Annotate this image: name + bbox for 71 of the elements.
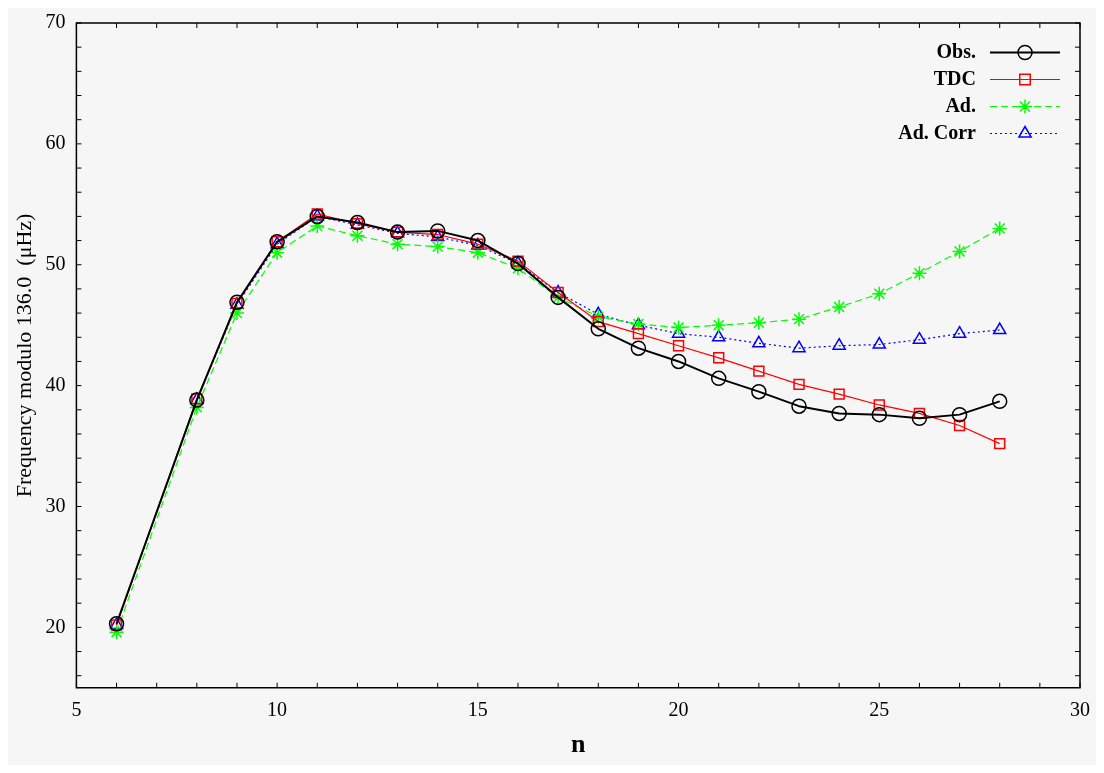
point <box>871 406 888 423</box>
x-tick-label: 15 <box>467 698 488 721</box>
point <box>752 335 766 348</box>
point <box>791 311 807 327</box>
point <box>831 299 847 315</box>
point <box>833 388 845 400</box>
point <box>389 236 406 252</box>
legend-label: Ad. Corr <box>898 120 977 143</box>
point <box>951 406 968 423</box>
point <box>269 244 285 261</box>
point <box>229 305 245 321</box>
point <box>871 286 888 302</box>
x-tick-label: 25 <box>869 698 890 721</box>
point <box>510 255 526 272</box>
point <box>911 265 928 281</box>
point <box>710 370 727 387</box>
point <box>832 337 846 350</box>
point <box>189 399 205 416</box>
point <box>792 340 806 353</box>
point <box>591 306 606 319</box>
x-tick-label: 5 <box>71 698 82 721</box>
legend-label: Obs. <box>936 39 976 62</box>
point <box>991 220 1008 237</box>
point <box>791 398 807 414</box>
y-tick-label: 20 <box>45 614 66 637</box>
point <box>952 325 967 338</box>
point <box>470 244 486 261</box>
point <box>590 308 607 325</box>
point <box>911 410 928 426</box>
legend-label: Ad. <box>945 93 976 116</box>
point <box>309 218 326 234</box>
point <box>793 378 805 391</box>
y-axis-title: Frequency modulo 136.0 (μHz) <box>10 213 36 498</box>
point <box>672 340 685 352</box>
point <box>751 315 767 331</box>
y-tick-label: 50 <box>45 252 66 274</box>
point <box>753 365 765 377</box>
point <box>429 223 446 239</box>
legend-label: TDC <box>933 66 976 89</box>
point <box>992 322 1007 335</box>
point <box>711 329 726 342</box>
point <box>912 331 927 344</box>
point <box>831 405 847 422</box>
point <box>710 317 727 333</box>
y-tick-label: 30 <box>45 493 66 516</box>
point <box>108 624 125 640</box>
point <box>592 315 604 328</box>
point <box>632 327 645 340</box>
y-tick-label: 40 <box>45 372 66 395</box>
x-tick-label: 10 <box>267 698 288 721</box>
point <box>994 437 1006 450</box>
point <box>670 353 687 370</box>
point <box>510 260 526 277</box>
x-axis-title: n <box>570 729 586 759</box>
point <box>713 352 725 364</box>
x-tick-label: 20 <box>668 698 689 721</box>
point <box>951 243 968 260</box>
point <box>872 336 887 349</box>
point <box>429 238 446 255</box>
point <box>630 340 647 356</box>
point <box>751 383 767 400</box>
point <box>670 319 687 336</box>
point <box>590 321 607 337</box>
point <box>873 399 885 411</box>
point <box>991 393 1008 410</box>
x-tick-label: 30 <box>1070 698 1090 721</box>
point <box>953 419 966 432</box>
point <box>470 232 486 249</box>
y-tick-label: 60 <box>45 131 66 154</box>
y-tick-label: 70 <box>45 10 66 33</box>
point <box>309 208 326 225</box>
